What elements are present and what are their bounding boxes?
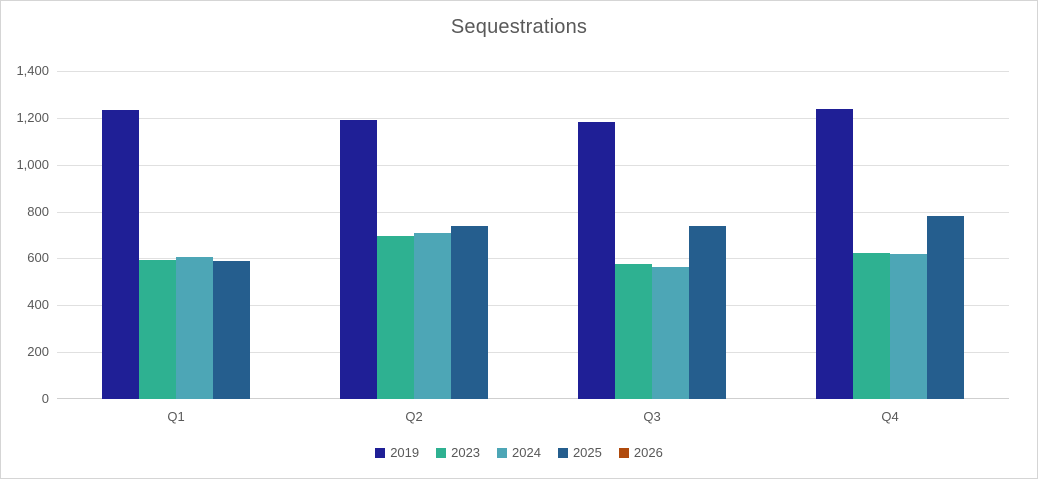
x-axis-line <box>57 398 1009 399</box>
y-axis-tick-label-1200: 1,200 <box>16 109 49 125</box>
gridline-200 <box>57 352 1009 354</box>
legend-swatch-2025 <box>557 447 568 458</box>
bar-groups-row <box>57 71 1009 399</box>
bar-group-q1 <box>57 71 295 399</box>
legend-label-2019: 2019 <box>390 445 420 460</box>
gridline-1000 <box>57 164 1009 166</box>
x-axis-label-q3: Q3 <box>643 409 661 424</box>
y-axis-tick-label-800: 800 <box>27 203 49 219</box>
x-axis-label-q2: Q2 <box>405 409 423 424</box>
bar-2019-q3[interactable] <box>578 121 615 399</box>
legend-item-2019[interactable]: 2019 <box>375 445 419 460</box>
legend-item-2025[interactable]: 2025 <box>557 445 602 460</box>
bar-2024-q2[interactable] <box>414 233 451 399</box>
bar-2024-q3[interactable] <box>652 266 689 399</box>
plot-area <box>57 71 1009 399</box>
bar-2019-q4[interactable] <box>816 108 853 399</box>
legend-label-2023: 2023 <box>451 445 481 460</box>
gridline-1400 <box>57 71 1009 72</box>
x-axis-labels: Q1 Q2 Q3 Q4 <box>57 409 1009 424</box>
legend-item-2023[interactable]: 2023 <box>436 445 480 460</box>
bar-2023-q4[interactable] <box>853 253 890 399</box>
bar-2023-q3[interactable] <box>615 263 652 399</box>
y-axis-tick-label-1400: 1,400 <box>16 63 49 78</box>
gridline-400 <box>57 305 1009 307</box>
bar-2023-q2[interactable] <box>377 236 414 399</box>
gridline-1200 <box>57 117 1009 119</box>
legend-label-2026: 2026 <box>633 445 663 460</box>
bar-2023-q1[interactable] <box>139 260 176 399</box>
legend: 2019 2023 2024 2025 2026 <box>1 445 1037 460</box>
legend-label-2025: 2025 <box>572 445 602 460</box>
legend-swatch-2024 <box>497 447 508 458</box>
y-axis-tick-label-600: 600 <box>27 250 49 266</box>
legend-item-2024[interactable]: 2024 <box>497 445 541 460</box>
y-axis-tick-label-1000: 1,000 <box>16 156 49 172</box>
legend-swatch-2019 <box>375 447 386 458</box>
bar-2019-q1[interactable] <box>102 110 139 399</box>
bar-2019-q2[interactable] <box>340 119 377 399</box>
bar-2025-q4[interactable] <box>927 216 964 399</box>
gridline-600 <box>57 258 1009 260</box>
chart-title: Sequestrations <box>450 16 588 38</box>
bar-group-q4 <box>771 71 1009 399</box>
legend-swatch-2023 <box>436 447 447 458</box>
bar-2025-q1[interactable] <box>213 260 250 399</box>
gridline-800 <box>57 211 1009 213</box>
bar-group-q2 <box>295 71 533 399</box>
bar-2025-q2[interactable] <box>451 225 488 399</box>
legend-item-2026[interactable]: 2026 <box>618 445 663 460</box>
y-axis-tick-label-200: 200 <box>27 344 49 360</box>
y-axis-tick-label-0: 0 <box>41 391 49 406</box>
bar-2024-q1[interactable] <box>176 257 213 399</box>
x-axis-label-q1: Q1 <box>167 409 185 424</box>
legend-swatch-2026 <box>618 447 629 458</box>
bar-group-q3 <box>533 71 771 399</box>
legend-label-2024: 2024 <box>512 445 541 460</box>
bar-2025-q3[interactable] <box>689 226 726 399</box>
x-axis-label-q4: Q4 <box>881 409 899 424</box>
bar-2024-q4[interactable] <box>890 254 927 399</box>
y-axis-tick-label-400: 400 <box>27 297 49 313</box>
